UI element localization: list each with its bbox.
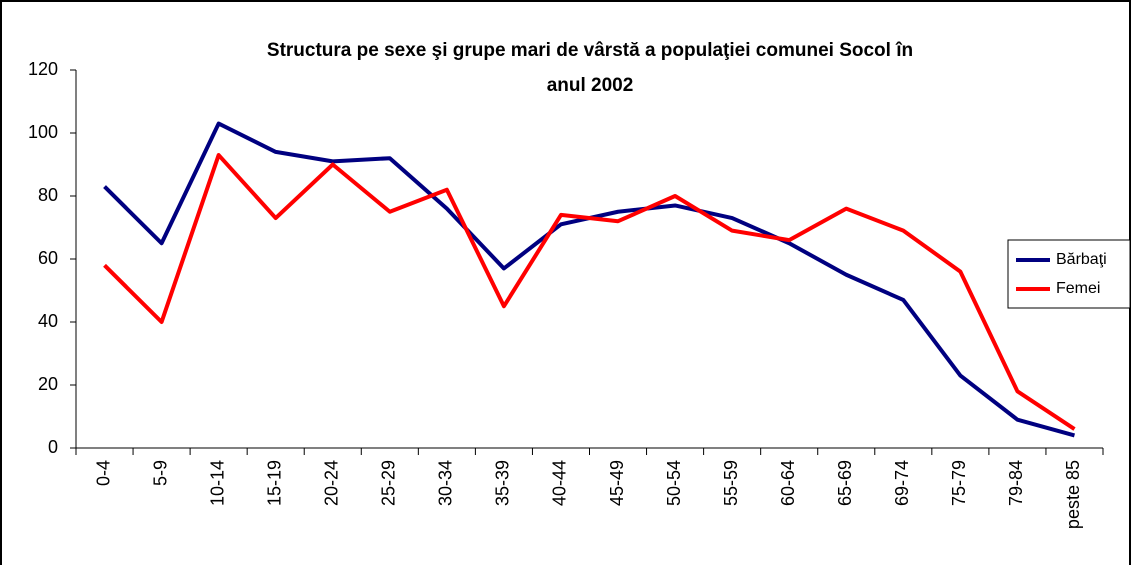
series-line xyxy=(103,153,1076,431)
chart-title: anul 2002 xyxy=(547,75,634,96)
legend-label: Bărbaţi xyxy=(1056,251,1107,268)
y-tick-label: 100 xyxy=(28,122,58,142)
x-tick-label: 60-64 xyxy=(778,460,798,506)
x-tick-label: 15-19 xyxy=(264,460,284,506)
x-tick-label: 79-84 xyxy=(1006,460,1026,506)
legend-label: Femei xyxy=(1056,280,1100,297)
x-tick-label: 55-59 xyxy=(721,460,741,506)
chart-title: Structura pe sexe şi grupe mari de vârst… xyxy=(267,40,913,61)
x-tick-label: 45-49 xyxy=(607,460,627,506)
y-tick-label: 20 xyxy=(38,374,58,394)
x-tick-label: 65-69 xyxy=(835,460,855,506)
x-tick-label: 25-29 xyxy=(379,460,399,506)
x-tick-label: 75-79 xyxy=(949,460,969,506)
x-tick-label: 10-14 xyxy=(207,460,227,506)
x-tick-label: 30-34 xyxy=(436,460,456,506)
x-tick-label: 40-44 xyxy=(550,460,570,506)
y-tick-label: 80 xyxy=(38,185,58,205)
legend-box xyxy=(1007,239,1131,309)
y-tick-label: 40 xyxy=(38,311,58,331)
x-tick-label: 20-24 xyxy=(322,460,342,506)
y-tick-label: 60 xyxy=(38,248,58,268)
x-tick-label: 50-54 xyxy=(664,460,684,506)
x-tick-label: 0-4 xyxy=(93,460,113,486)
y-tick-label: 120 xyxy=(28,59,58,79)
x-tick-label: 35-39 xyxy=(493,460,513,506)
y-tick-label: 0 xyxy=(48,437,58,457)
x-tick-label: 5-9 xyxy=(150,460,170,486)
x-tick-label: peste 85 xyxy=(1063,460,1083,529)
x-tick-label: 69-74 xyxy=(892,460,912,506)
